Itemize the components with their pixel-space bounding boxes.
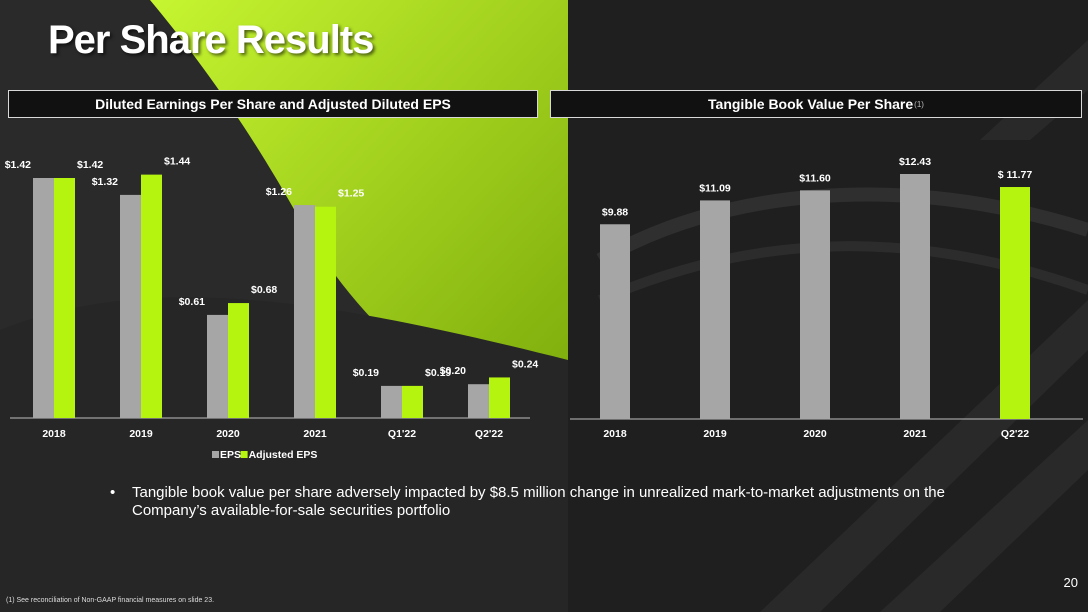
x-tick-label: 2021 (903, 428, 927, 440)
data-label: $1.44 (164, 156, 190, 168)
bar-tbv (600, 224, 630, 419)
x-tick-label: 2019 (703, 428, 727, 440)
data-label: $0.61 (179, 296, 205, 308)
bar-tbv (900, 174, 930, 419)
data-label: $1.42 (5, 159, 31, 171)
bar-tbv (1000, 187, 1030, 419)
x-tick-label: Q2'22 (475, 428, 503, 440)
legend-label: Adjusted EPS (249, 449, 318, 461)
data-label: $11.09 (699, 182, 731, 194)
data-label: $0.19 (353, 367, 379, 379)
data-label: $1.42 (77, 159, 103, 171)
data-label: $ 11.77 (998, 169, 1033, 181)
bullet-text: Tangible book value per share adversely … (132, 484, 945, 519)
bar-eps (207, 314, 228, 418)
data-label: $12.43 (899, 156, 931, 168)
eps-chart-title: Diluted Earnings Per Share and Adjusted … (95, 96, 451, 112)
footnote: (1) See reconciliation of Non-GAAP finan… (6, 597, 215, 604)
bar-adjusted-eps (315, 206, 336, 418)
x-tick-label: 2021 (303, 428, 327, 440)
footnote-marker: (1) (914, 99, 924, 109)
data-label: $9.88 (602, 206, 628, 218)
data-label: $1.25 (338, 188, 364, 200)
tbv-bar-chart: $9.88 2018 $11.09 2019 $11.60 2020 $12.43 2021 $… (570, 156, 1083, 440)
bar-adjusted-eps (54, 178, 75, 418)
eps-bar-chart: $1.42 $1.42 2018 $1.32 $1.44 2019 $0.61 $0.68 20… (5, 156, 539, 461)
bar-adjusted-eps (402, 385, 423, 418)
bullet-point: • Tangible book value per share adversel… (110, 484, 1010, 520)
data-label: $0.24 (512, 358, 538, 370)
bar-eps (294, 205, 315, 418)
bar-adjusted-eps (228, 303, 249, 418)
eps-chart-header: Diluted Earnings Per Share and Adjusted … (8, 90, 538, 118)
data-label: $1.26 (266, 186, 292, 198)
bar-adjusted-eps (141, 174, 162, 418)
page-title: Per Share Results (48, 18, 374, 62)
x-tick-label: 2019 (129, 428, 153, 440)
bar-adjusted-eps (489, 377, 510, 418)
data-label: $11.60 (799, 172, 831, 184)
data-label: $0.20 (440, 365, 466, 377)
tbv-chart-title: Tangible Book Value Per Share (708, 96, 914, 112)
bullet-mark: • (110, 484, 116, 501)
x-tick-label: Q1'22 (388, 428, 416, 440)
x-tick-label: 2020 (803, 428, 827, 440)
legend-swatch (212, 451, 219, 458)
bar-eps (120, 194, 141, 418)
bar-eps (381, 385, 402, 418)
bar-tbv (700, 200, 730, 419)
x-tick-label: 2018 (42, 428, 66, 440)
data-label: $0.19 (425, 367, 451, 379)
page-number: 20 (1063, 575, 1078, 590)
bar-eps (33, 178, 54, 418)
x-tick-label: 2020 (216, 428, 240, 440)
x-tick-label: Q2'22 (1001, 428, 1029, 440)
bar-tbv (800, 190, 830, 419)
x-tick-label: 2018 (603, 428, 627, 440)
tbv-chart-header: Tangible Book Value Per Share (1) (550, 90, 1082, 118)
data-label: $0.68 (251, 284, 277, 296)
bar-eps (468, 384, 489, 418)
legend-swatch (240, 451, 248, 458)
legend-label: EPS (220, 449, 241, 461)
data-label: $1.32 (92, 176, 118, 188)
